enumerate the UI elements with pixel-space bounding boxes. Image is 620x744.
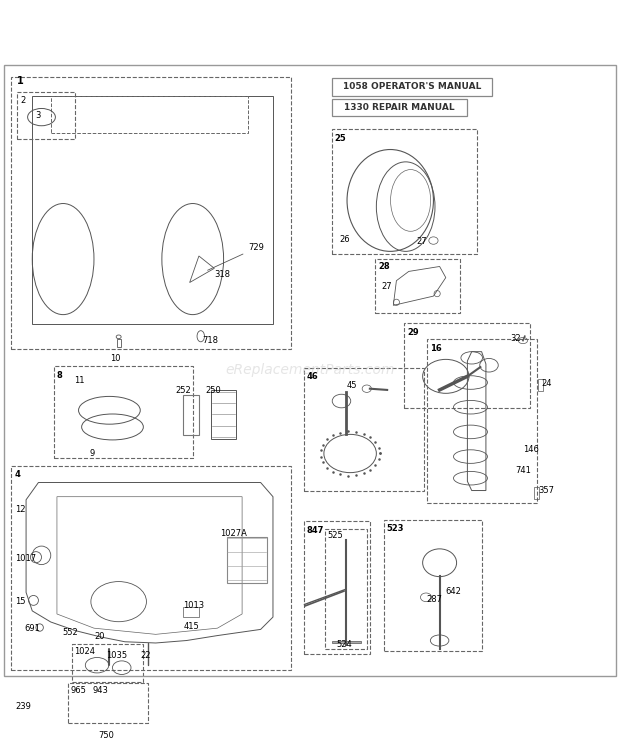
Text: 29: 29	[407, 327, 419, 336]
Text: 8: 8	[57, 371, 63, 379]
Text: 965: 965	[71, 686, 86, 695]
Text: 1027A: 1027A	[221, 529, 247, 538]
Text: 46: 46	[307, 372, 319, 381]
Bar	[184, 395, 199, 435]
Bar	[326, 529, 368, 650]
Text: 45: 45	[347, 381, 358, 391]
Text: 28: 28	[378, 262, 389, 271]
Bar	[17, 92, 76, 138]
Text: 1017: 1017	[15, 554, 36, 563]
Text: 1013: 1013	[184, 601, 205, 611]
Bar	[332, 99, 467, 116]
Text: 552: 552	[62, 628, 78, 637]
Text: 847: 847	[306, 526, 324, 535]
Text: 27: 27	[381, 283, 392, 292]
Text: 15: 15	[15, 597, 25, 606]
Text: 943: 943	[93, 686, 108, 695]
Text: 16: 16	[430, 344, 442, 353]
Bar	[404, 323, 530, 408]
Text: 524: 524	[337, 640, 352, 650]
Text: 4: 4	[15, 470, 21, 479]
Text: 729: 729	[208, 243, 264, 270]
Text: 1330 REPAIR MANUAL: 1330 REPAIR MANUAL	[344, 103, 455, 112]
Bar	[184, 607, 199, 617]
Bar	[538, 379, 543, 391]
Text: 10: 10	[110, 353, 121, 362]
Text: 523: 523	[386, 525, 404, 533]
Text: 642: 642	[446, 586, 462, 596]
Bar	[11, 77, 291, 349]
Text: 32: 32	[511, 334, 521, 344]
Bar	[332, 129, 477, 254]
Text: 9: 9	[89, 449, 94, 458]
Text: 12: 12	[15, 504, 25, 513]
Text: 22: 22	[140, 652, 151, 661]
Text: 20: 20	[94, 632, 105, 641]
Text: 27: 27	[416, 237, 427, 246]
Text: 25: 25	[335, 134, 347, 143]
Text: 239: 239	[15, 702, 31, 711]
Bar	[375, 259, 460, 313]
Text: 718: 718	[202, 336, 218, 345]
Bar	[54, 367, 193, 458]
Text: 741: 741	[515, 466, 531, 475]
Bar	[304, 368, 424, 490]
Text: 691: 691	[25, 623, 41, 632]
Bar	[332, 78, 492, 95]
Text: 318: 318	[215, 269, 231, 278]
Text: 525: 525	[327, 530, 343, 539]
Text: 1: 1	[17, 77, 24, 86]
Text: 26: 26	[340, 235, 350, 244]
Text: 415: 415	[184, 622, 199, 631]
Text: 146: 146	[523, 445, 539, 454]
Text: 252: 252	[175, 386, 191, 395]
Polygon shape	[332, 641, 361, 643]
Bar	[534, 487, 539, 498]
Bar	[304, 522, 371, 654]
Text: 24: 24	[541, 379, 552, 388]
Text: 3: 3	[35, 112, 41, 121]
Bar	[227, 537, 267, 583]
Bar	[427, 339, 537, 503]
Bar	[68, 683, 148, 723]
Bar	[73, 644, 143, 682]
Text: 357: 357	[538, 486, 554, 495]
Text: eReplacementParts.com: eReplacementParts.com	[225, 363, 395, 377]
Text: 2: 2	[20, 96, 25, 105]
Bar	[384, 520, 482, 651]
Text: 1058 OPERATOR'S MANUAL: 1058 OPERATOR'S MANUAL	[343, 83, 481, 92]
Bar	[11, 466, 291, 670]
Text: 250: 250	[205, 386, 221, 395]
Text: 750: 750	[99, 731, 114, 740]
Text: 1035: 1035	[106, 652, 128, 661]
Text: 287: 287	[426, 595, 442, 604]
Text: 1024: 1024	[74, 647, 95, 655]
Text: 11: 11	[74, 376, 85, 385]
